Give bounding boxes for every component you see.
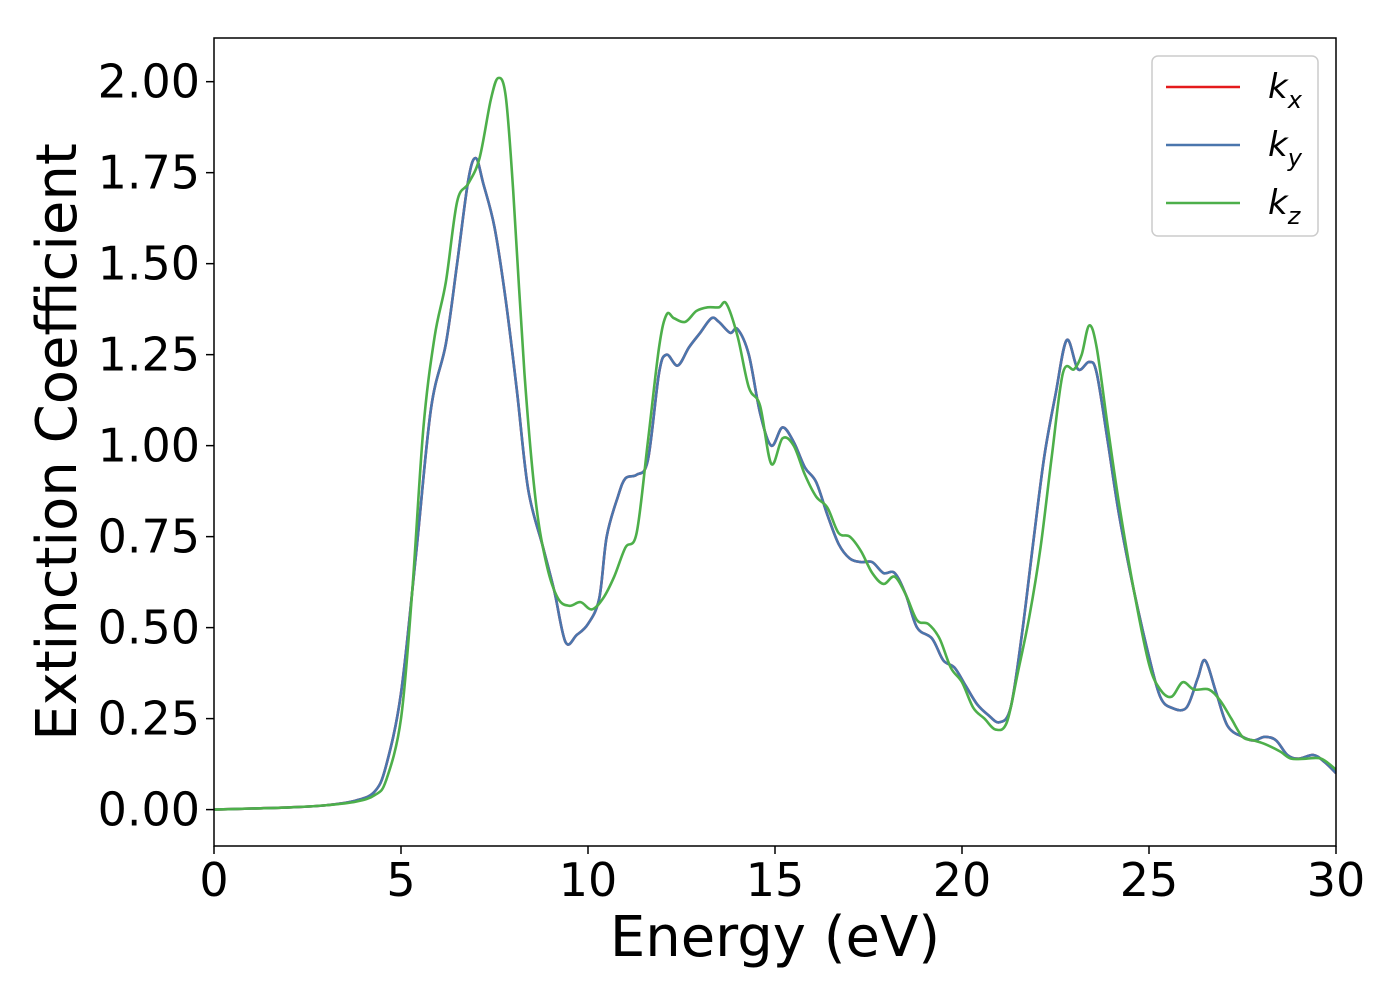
y-tick-label: 1.50 — [98, 237, 200, 291]
x-tick-label: 10 — [559, 853, 618, 907]
series-line-y — [214, 156, 1336, 811]
series-line-z — [214, 76, 1336, 811]
y-axis-label: Extinction Coefficient — [25, 143, 90, 741]
y-tick-label: 1.25 — [98, 328, 200, 382]
legend-label-main: k — [1268, 67, 1289, 107]
legend-item-z[interactable]: kz — [1166, 183, 1302, 230]
series-layer — [214, 76, 1336, 811]
y-tick-label: 1.00 — [98, 419, 200, 473]
legend-label-sub: x — [1287, 86, 1303, 114]
x-tick-label: 15 — [746, 853, 805, 907]
legend-label-sub: y — [1287, 144, 1303, 172]
y-tick-label: 0.50 — [98, 601, 200, 655]
legend-item-y[interactable]: ky — [1166, 125, 1303, 172]
legend-label: ky — [1268, 125, 1303, 172]
y-tick-label: 1.75 — [98, 146, 200, 200]
y-axis-ticks: 0.00 0.25 0.50 0.75 1.00 1.25 1.50 1.75 2.00 — [98, 55, 214, 837]
y-tick-label: 2.00 — [98, 55, 200, 109]
y-tick-label: 0.25 — [98, 692, 200, 746]
legend-label: kz — [1268, 183, 1302, 230]
legend-item-x[interactable]: kx — [1166, 67, 1303, 114]
legend-label-main: k — [1268, 125, 1289, 165]
x-tick-label: 5 — [386, 853, 415, 907]
x-tick-label: 20 — [933, 853, 992, 907]
y-tick-label: 0.00 — [98, 783, 200, 837]
legend-label-main: k — [1268, 183, 1289, 223]
x-tick-label: 0 — [199, 853, 228, 907]
y-tick-label: 0.75 — [98, 510, 200, 564]
legend-label-sub: z — [1287, 202, 1302, 230]
x-tick-label: 25 — [1120, 853, 1179, 907]
legend-label: kx — [1268, 67, 1303, 114]
series-line-x — [214, 156, 1336, 811]
x-tick-label: 30 — [1307, 853, 1366, 907]
x-axis-ticks: 0 5 10 15 20 25 30 — [199, 846, 1365, 907]
x-axis-label: Energy (eV) — [610, 905, 940, 970]
